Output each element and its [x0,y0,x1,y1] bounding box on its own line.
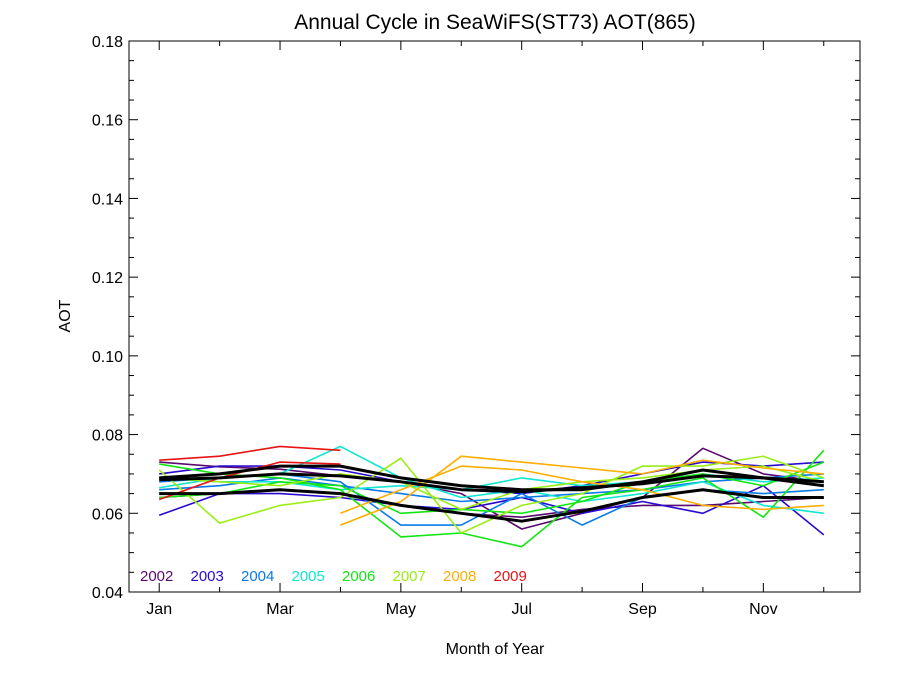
x-axis-label: Month of Year [446,641,545,658]
series-line-2009-14 [159,445,341,461]
y-tick-label: 0.14 [92,191,123,208]
series-line-mean-16 [159,464,824,492]
y-axis-label: AOT [57,299,74,332]
series-layer [158,445,825,548]
y-tick-label: 0.04 [92,585,123,602]
series-line-2003-2 [158,484,825,536]
x-tick-label: Nov [749,601,777,618]
legend-label-2004: 2004 [241,568,274,585]
chart-title: Annual Cycle in SeaWiFS(ST73) AOT(865) [294,11,695,34]
legend-label-2003: 2003 [191,568,224,585]
legend-label-2002: 2002 [140,568,173,585]
series-line-mean-18 [159,488,824,523]
y-tick-label: 0.12 [92,270,123,287]
x-tick-label: Jul [511,601,531,618]
legend-label-2005: 2005 [292,568,325,585]
series-line-mean-17 [159,472,824,494]
legend-label-2007: 2007 [393,568,426,585]
series-line-2007-11 [159,465,825,511]
series-line-2008-12 [340,455,824,526]
y-tick-label: 0.18 [92,34,123,51]
y-tick-label: 0.10 [92,349,123,366]
legend: 2002 2003 2004 2005 2006 2007 2008 2009 [140,568,527,585]
legend-label-2006: 2006 [342,568,375,585]
ticks-layer: 0.04 0.06 0.08 0.10 0.12 0.14 0.16 0.18 Jan Mar Ma… [92,34,860,618]
series-line-2006-8 [159,449,825,548]
x-tick-label: Jan [146,601,172,618]
x-tick-label: Mar [266,601,294,618]
y-tick-label: 0.16 [92,113,123,130]
y-tick-label: 0.06 [92,506,123,523]
legend-label-2009: 2009 [494,568,527,585]
y-tick-label: 0.08 [92,428,123,445]
x-tick-label: Sep [628,601,657,618]
x-tick-label: May [386,601,416,618]
legend-label-2008: 2008 [443,568,476,585]
series-line-2007-10 [158,455,825,534]
